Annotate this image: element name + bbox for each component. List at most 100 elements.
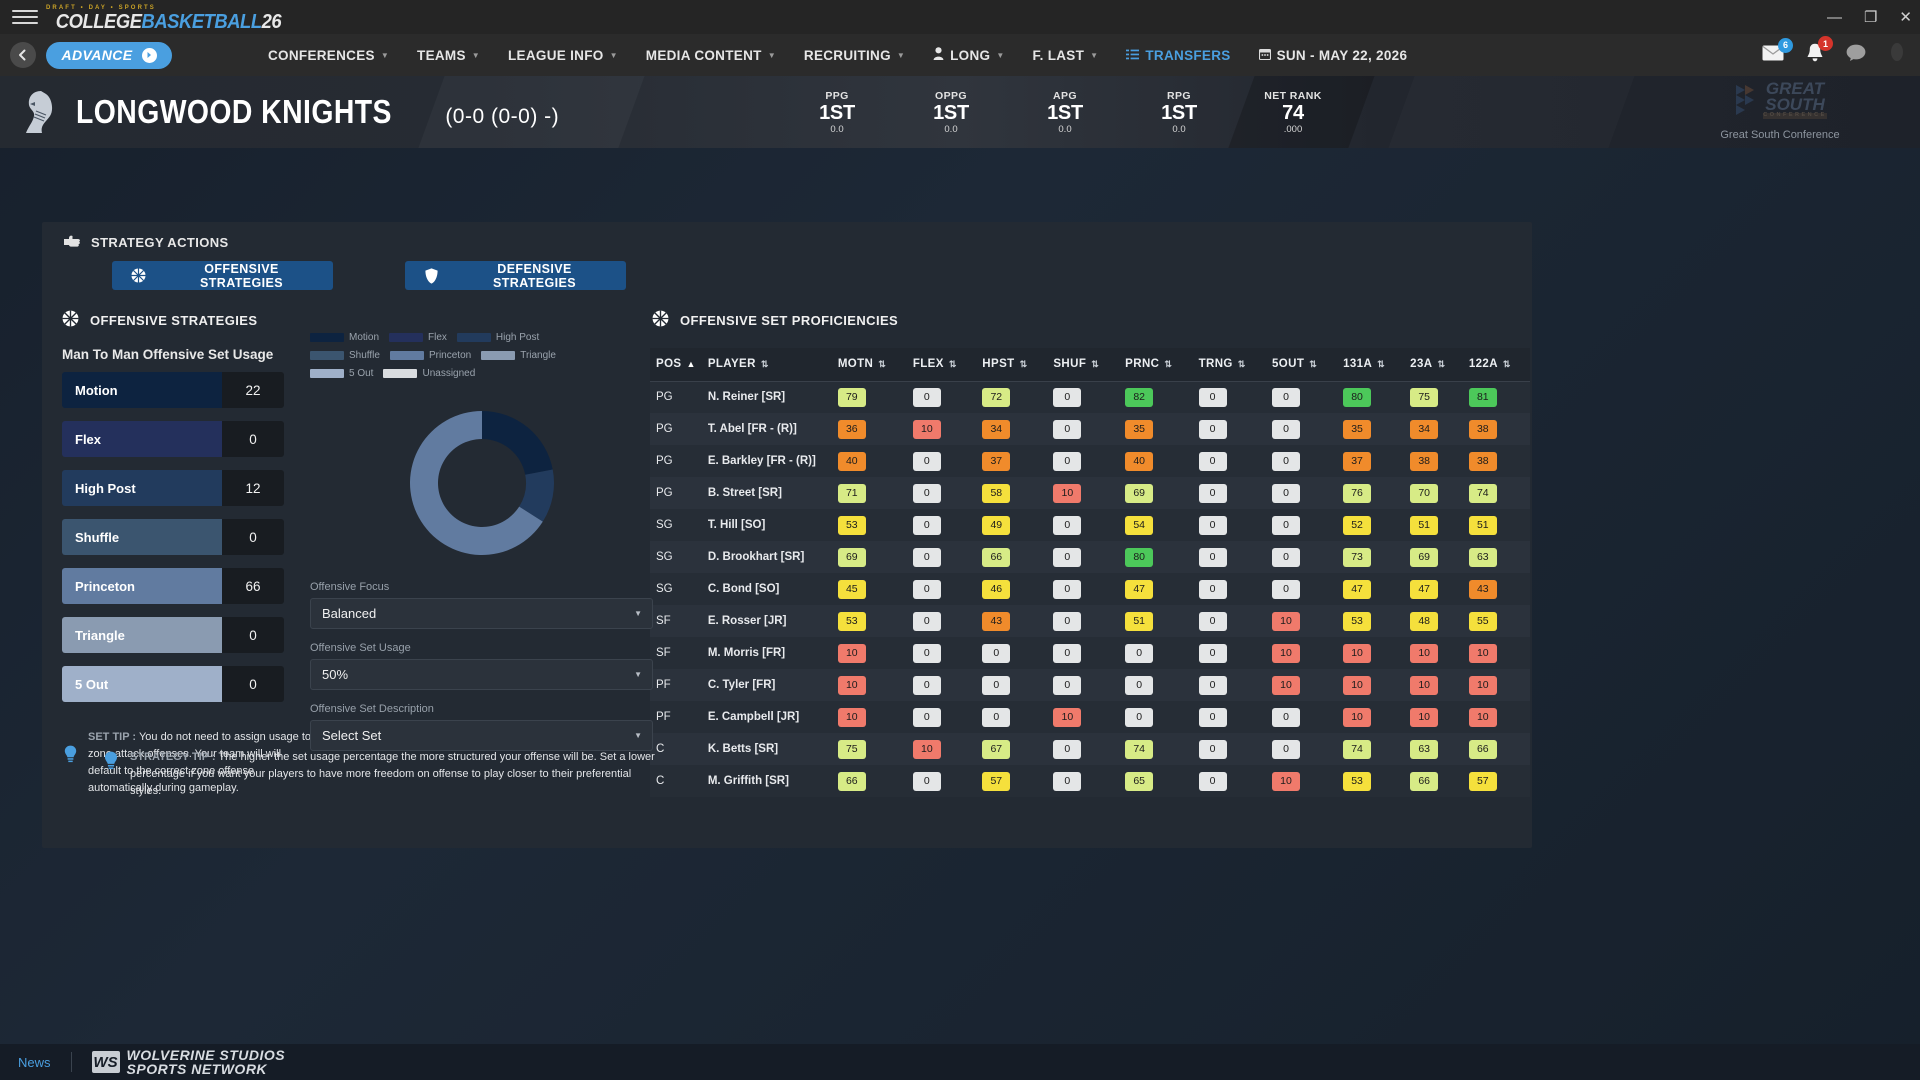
cell-motn: 66	[832, 765, 907, 797]
cell-player-name[interactable]: T. Hill [SO]	[707, 519, 766, 531]
column-label: FLEX	[912, 358, 944, 371]
table-row[interactable]: SF E. Rosser [JR] 53 0 43 0 51 0 10 53 48 55	[650, 605, 1530, 637]
nav-item-coach-flast[interactable]: F. LAST ▼	[1019, 48, 1113, 63]
cell-player-name[interactable]: M. Morris [FR]	[707, 647, 786, 659]
cell-hpst: 37	[976, 445, 1047, 477]
set-slider-princeton[interactable]: Princeton 66	[62, 568, 284, 604]
cell-23a: 63	[1404, 733, 1463, 765]
user-avatar[interactable]	[1888, 43, 1906, 67]
set-value[interactable]: 0	[222, 519, 284, 555]
cell-player-name[interactable]: K. Betts [SR]	[707, 743, 779, 755]
cell-player-name[interactable]: C. Bond [SO]	[707, 583, 780, 595]
table-row[interactable]: SG C. Bond [SO] 45 0 46 0 47 0 0 47 47 43	[650, 573, 1530, 605]
table-header-131a[interactable]: 131A ⇅	[1337, 348, 1405, 382]
set-value[interactable]: 22	[222, 372, 284, 408]
mail-button[interactable]: 6	[1762, 37, 1793, 66]
sort-icon[interactable]: ⇅	[1437, 358, 1446, 369]
cell-player-name[interactable]: T. Abel [FR - (R)]	[707, 423, 797, 435]
cell-player-name[interactable]: E. Rosser [JR]	[707, 615, 787, 627]
nav-item-transfers[interactable]: TRANSFERS	[1112, 48, 1244, 63]
sort-icon[interactable]: ⇅	[1237, 358, 1246, 369]
rating-chip: 75	[1410, 387, 1439, 407]
table-header-23a[interactable]: 23A ⇅	[1404, 348, 1463, 382]
nav-item-recruiting[interactable]: RECRUITING ▼	[790, 48, 919, 63]
cell-trng: 0	[1193, 733, 1266, 765]
nav-item-conferences[interactable]: CONFERENCES ▼	[254, 48, 403, 63]
maximize-button[interactable]: ❐	[1863, 8, 1878, 26]
sort-icon[interactable]: ⇅	[1091, 358, 1100, 369]
sort-icon[interactable]: ⇅	[1019, 358, 1028, 369]
back-button[interactable]	[10, 42, 36, 68]
set-value[interactable]: 0	[222, 666, 284, 702]
table-header-prnc[interactable]: PRNC ⇅	[1119, 348, 1193, 382]
table-row[interactable]: PG N. Reiner [SR] 79 0 72 0 82 0 0 80 75 81	[650, 381, 1530, 413]
column-label: PRNC	[1125, 358, 1160, 371]
nav-date[interactable]: SUN - MAY 22, 2026	[1245, 48, 1422, 63]
table-header-motn[interactable]: MOTN ⇅	[831, 348, 907, 382]
table-header-hpst[interactable]: HPST ⇅	[976, 348, 1048, 382]
table-header-122a[interactable]: 122A ⇅	[1462, 348, 1530, 382]
sort-icon[interactable]: ⇅	[878, 358, 887, 369]
nav-item-league-info[interactable]: LEAGUE INFO ▼	[494, 48, 632, 63]
table-row[interactable]: SF M. Morris [FR] 10 0 0 0 0 0 10 10 10 10	[650, 637, 1530, 669]
minimize-button[interactable]: —	[1826, 8, 1842, 26]
offensive-strategies-button[interactable]: OFFENSIVE STRATEGIES	[112, 261, 333, 290]
set-value[interactable]: 0	[222, 421, 284, 457]
table-row[interactable]: PF C. Tyler [FR] 10 0 0 0 0 0 10 10 10 10	[650, 669, 1530, 701]
footer-divider	[70, 1052, 72, 1072]
table-row[interactable]: PG T. Abel [FR - (R)] 36 10 34 0 35 0 0 35 34 38	[650, 413, 1530, 445]
close-button[interactable]: ✕	[1899, 8, 1912, 26]
table-header-5out[interactable]: 5OUT ⇅	[1266, 348, 1338, 382]
set-slider-shuffle[interactable]: Shuffle 0	[62, 519, 284, 555]
set-slider-triangle[interactable]: Triangle 0	[62, 617, 284, 653]
table-row[interactable]: SG T. Hill [SO] 53 0 49 0 54 0 0 52 51 51	[650, 509, 1530, 541]
table-row[interactable]: PG B. Street [SR] 71 0 58 10 69 0 0 76 70 74	[650, 477, 1530, 509]
news-link[interactable]: News	[18, 1054, 51, 1070]
table-row[interactable]: C M. Griffith [SR] 66 0 57 0 65 0 10 53 66 57	[650, 765, 1530, 797]
cell-player-name[interactable]: D. Brookhart [SR]	[707, 551, 805, 563]
table-row[interactable]: SG D. Brookhart [SR] 69 0 66 0 80 0 0 73 69 63	[650, 541, 1530, 573]
set-slider-5-out[interactable]: 5 Out 0	[62, 666, 284, 702]
defensive-strategies-button[interactable]: DEFENSIVE STRATEGIES	[405, 261, 626, 290]
sort-icon[interactable]: ⇅	[1309, 358, 1318, 369]
sort-icon[interactable]: ⇅	[948, 358, 957, 369]
sort-icon[interactable]: ⇅	[1164, 358, 1173, 369]
advance-button[interactable]: ADVANCE	[46, 41, 172, 69]
table-header-flex[interactable]: FLEX ⇅	[906, 348, 977, 382]
table-header-shuf[interactable]: SHUF ⇅	[1047, 348, 1120, 382]
chat-button[interactable]	[1846, 44, 1866, 66]
table-row[interactable]: PG E. Barkley [FR - (R)] 40 0 37 0 40 0 0 37 38 38	[650, 445, 1530, 477]
rating-chip: 66	[837, 771, 866, 791]
nav-item-teams[interactable]: TEAMS ▼	[403, 48, 494, 63]
offensive-set-usage-donut-chart	[409, 411, 554, 555]
set-slider-flex[interactable]: Flex 0	[62, 421, 284, 457]
offensive-set-usage-select[interactable]: 50% ▼	[310, 659, 653, 690]
table-row[interactable]: C K. Betts [SR] 75 10 67 0 74 0 0 74 63 66	[650, 733, 1530, 765]
nav-item-media-content[interactable]: MEDIA CONTENT ▼	[632, 48, 790, 63]
table-row[interactable]: PF E. Campbell [JR] 10 0 0 10 0 0 0 10 10 10	[650, 701, 1530, 733]
nav-item-team-long[interactable]: LONG ▼	[919, 47, 1018, 63]
cell-player-name[interactable]: E. Barkley [FR - (R)]	[707, 455, 816, 467]
set-value[interactable]: 0	[222, 617, 284, 653]
table-header-trng[interactable]: TRNG ⇅	[1192, 348, 1267, 382]
offensive-set-description-select[interactable]: Select Set ▼	[310, 720, 653, 751]
set-value[interactable]: 12	[222, 470, 284, 506]
set-value[interactable]: 66	[222, 568, 284, 604]
cell-player-name[interactable]: E. Campbell [JR]	[707, 711, 800, 723]
cell-player-name[interactable]: M. Griffith [SR]	[707, 775, 789, 787]
notifications-button[interactable]: 1	[1806, 36, 1833, 67]
table-header-player[interactable]: PLAYER ⇅	[701, 348, 832, 382]
set-slider-high-post[interactable]: High Post 12	[62, 470, 284, 506]
sort-icon[interactable]: ⇅	[1377, 358, 1386, 369]
cell-player-name[interactable]: B. Street [SR]	[707, 487, 782, 499]
cell-player-name[interactable]: N. Reiner [SR]	[707, 391, 786, 404]
sort-icon[interactable]: ⇅	[760, 358, 769, 369]
cell-player-name[interactable]: C. Tyler [FR]	[707, 679, 776, 691]
set-slider-motion[interactable]: Motion 22	[62, 372, 284, 408]
sort-ascending-icon[interactable]: ▲	[686, 358, 696, 369]
offensive-focus-select[interactable]: Balanced ▼	[310, 598, 653, 629]
hamburger-menu-icon[interactable]	[12, 7, 38, 27]
cell-131a: 37	[1337, 445, 1404, 477]
table-header-pos[interactable]: POS ▲	[650, 348, 702, 382]
sort-icon[interactable]: ⇅	[1502, 358, 1511, 369]
